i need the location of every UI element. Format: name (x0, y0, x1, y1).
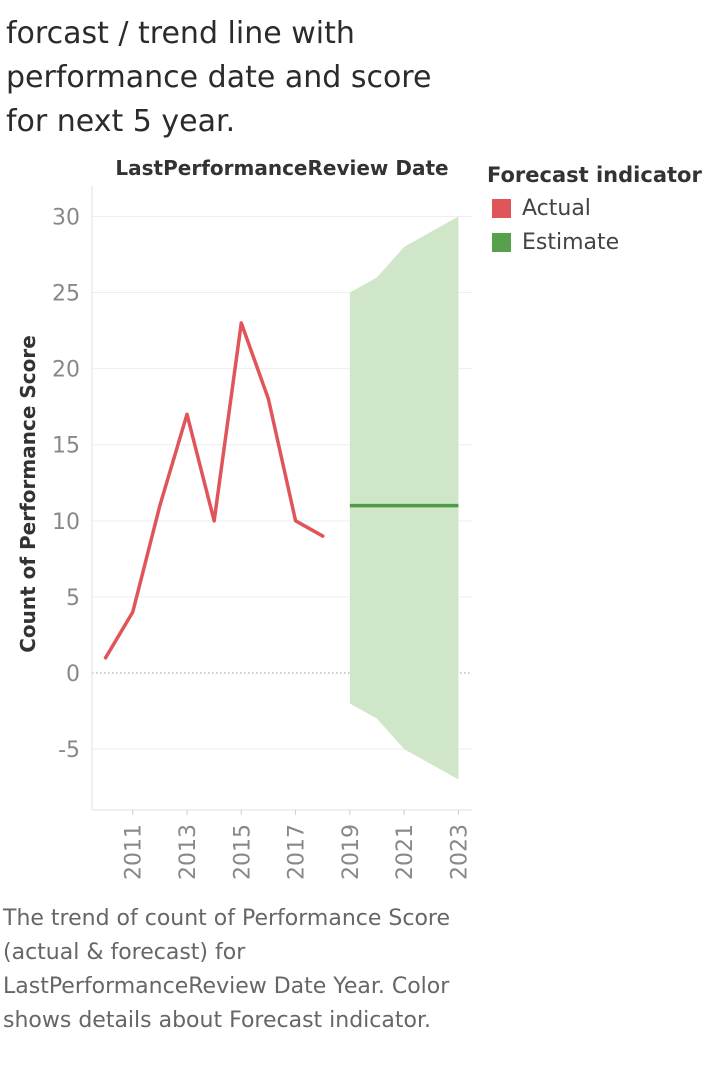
y-tick-label: 15 (52, 434, 80, 459)
legend-swatch-actual (492, 198, 511, 218)
y-tick-label: 10 (52, 510, 80, 535)
actual-point (321, 534, 325, 538)
y-tick-label: 20 (52, 358, 80, 383)
y-tick-label: 25 (52, 282, 80, 307)
x-tick-label: 2011 (122, 824, 147, 880)
forecast-band-layer (349, 216, 459, 780)
y-tick-label: 5 (66, 586, 80, 611)
x-tick-label: 2017 (285, 824, 310, 880)
actual-point (158, 504, 162, 508)
legend-title: Forecast indicator (487, 163, 702, 187)
actual-point (266, 397, 271, 401)
x-tick-label: 2015 (230, 824, 255, 880)
actual-point (239, 321, 243, 325)
actual-point (293, 519, 298, 523)
x-tick-label: 2013 (176, 824, 201, 880)
legend-label-estimate: Estimate (522, 229, 620, 255)
series-layer (103, 321, 459, 660)
legend: Forecast indicator Actual Estimate (487, 163, 702, 259)
page-title: forcast / trend line with performance da… (6, 16, 432, 139)
y-tick-label: 0 (66, 662, 80, 687)
forecast-band (349, 216, 459, 780)
legend-item-estimate[interactable]: Estimate (487, 225, 702, 259)
x-tick-label: 2023 (447, 824, 472, 880)
actual-point (103, 656, 108, 660)
y-tick-label: 30 (52, 205, 80, 230)
legend-label-actual: Actual (522, 195, 591, 221)
legend-item-actual[interactable]: Actual (487, 191, 702, 225)
actual-series-line (103, 321, 325, 660)
actual-point (131, 610, 135, 614)
actual-point (212, 519, 216, 523)
chart-title: LastPerformanceReview Date (115, 156, 449, 180)
x-tick-label: 2019 (339, 824, 364, 880)
y-tick-label: -5 (58, 738, 80, 763)
x-tick-label: 2021 (393, 824, 418, 880)
legend-swatch-estimate (492, 232, 511, 252)
chart-caption: The trend of count of Performance Score … (3, 906, 451, 1033)
actual-point (185, 412, 189, 416)
